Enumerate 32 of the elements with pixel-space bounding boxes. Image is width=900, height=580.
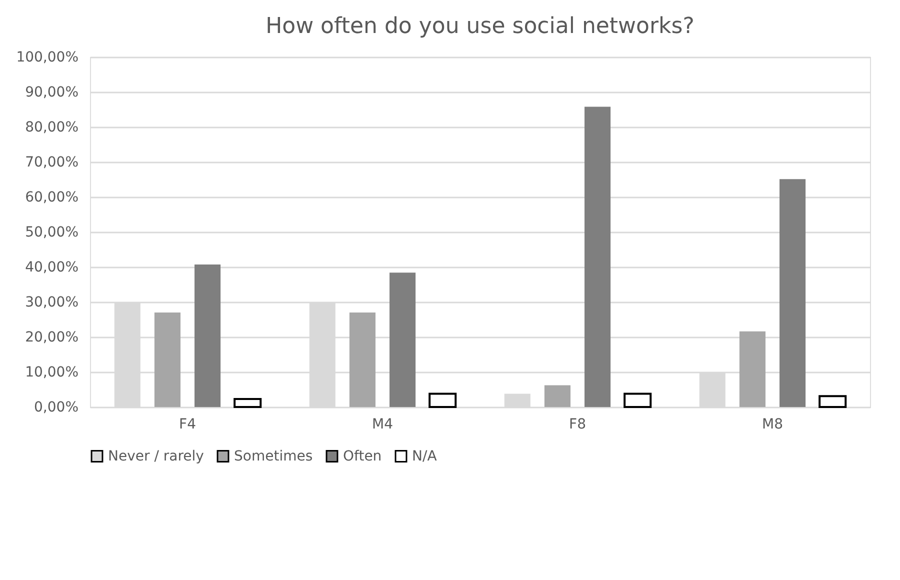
bar	[739, 331, 766, 407]
x-tick-label: F4	[179, 416, 196, 432]
bar	[154, 312, 180, 407]
bar	[234, 398, 262, 408]
bar	[584, 106, 611, 407]
x-tick-label: F8	[569, 416, 586, 432]
y-tick-label: 40,00%	[25, 260, 78, 276]
bar	[818, 395, 847, 408]
legend-label: Never / rarely	[108, 448, 204, 464]
y-tick-label: 10,00%	[25, 364, 78, 380]
bar	[428, 392, 457, 408]
legend-label: Often	[343, 448, 382, 464]
y-tick-label: 70,00%	[25, 154, 78, 170]
y-tick-label: 50,00%	[25, 224, 78, 240]
bar	[544, 385, 570, 407]
bar	[390, 272, 416, 407]
chart-title: How often do you use social networks?	[266, 14, 694, 39]
y-tick-label: 20,00%	[25, 330, 78, 346]
y-tick-label: 100,00%	[16, 50, 78, 66]
y-tick-label: 0,00%	[34, 400, 78, 416]
bar	[194, 264, 221, 407]
x-tick-label: M4	[372, 416, 394, 432]
legend-label: Sometimes	[234, 448, 313, 464]
x-tick-label: M8	[762, 416, 783, 432]
bar	[780, 179, 806, 407]
y-tick-label: 80,00%	[25, 120, 78, 136]
bar	[349, 312, 376, 407]
bar	[624, 392, 652, 408]
legend-label: N/A	[412, 448, 438, 464]
y-tick-label: 90,00%	[25, 84, 78, 100]
y-tick-label: 30,00%	[25, 294, 78, 310]
y-tick-label: 60,00%	[25, 190, 78, 206]
